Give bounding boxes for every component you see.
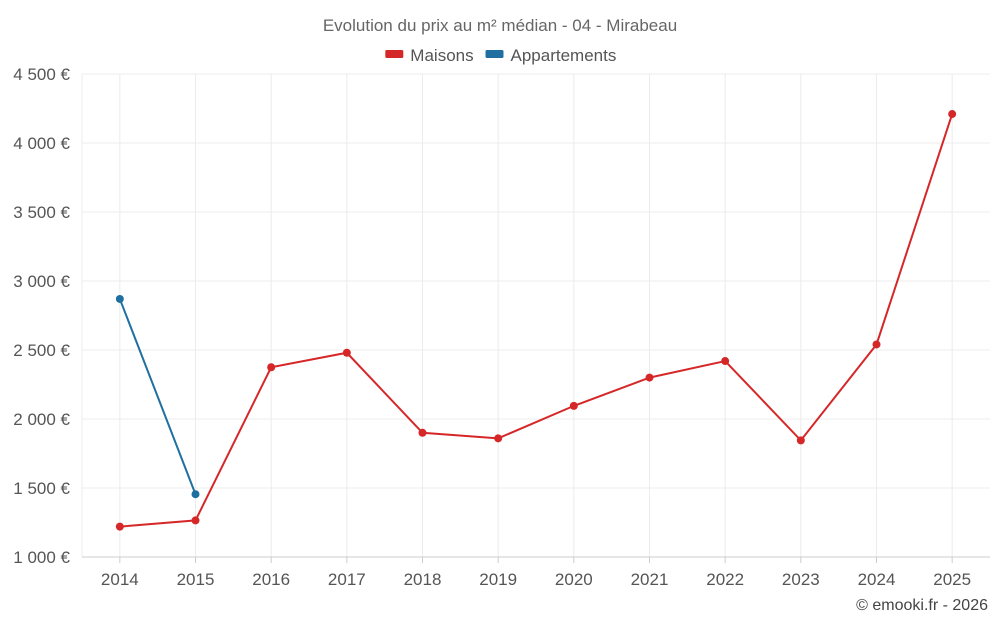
x-axis: 2014 2015 2016 2017 2018 2019 2020 2021 2022 2023… [82, 556, 990, 589]
x-tick-label: 2021 [631, 570, 669, 589]
y-tick-label: 1 500 € [13, 479, 70, 498]
data-point-maisons[interactable] [342, 348, 351, 357]
data-point-maisons[interactable] [645, 373, 654, 382]
y-tick-label: 3 000 € [13, 272, 70, 291]
x-tick-label: 2015 [177, 570, 215, 589]
legend-label-appartements[interactable]: Appartements [511, 46, 617, 65]
x-tick-label: 2020 [555, 570, 593, 589]
credit-text: © emooki.fr - 2026 [856, 597, 988, 614]
y-tick-label: 2 500 € [13, 341, 70, 360]
legend-swatch-appartements[interactable] [485, 50, 504, 58]
chart-title: Evolution du prix au m² médian - 04 - Mi… [323, 16, 677, 35]
y-tick-label: 2 000 € [13, 410, 70, 429]
legend: Maisons Appartements [385, 46, 616, 65]
x-tick-label: 2022 [706, 570, 744, 589]
y-tick-label: 4 000 € [13, 134, 70, 153]
y-tick-label: 3 500 € [13, 203, 70, 222]
y-axis: 1 000 € 1 500 € 2 000 € 2 500 € 3 000 € 3 500… [13, 65, 70, 567]
data-point-maisons[interactable] [796, 436, 805, 445]
series-line-appartements [118, 298, 197, 495]
data-point-maisons[interactable] [267, 363, 276, 372]
data-point-appartements[interactable] [115, 294, 124, 303]
x-tick-label: 2024 [858, 570, 896, 589]
legend-swatch-maisons[interactable] [385, 50, 404, 58]
data-point-maisons[interactable] [191, 516, 200, 525]
data-point-maisons[interactable] [115, 522, 124, 531]
x-tick-label: 2023 [782, 570, 820, 589]
data-point-maisons[interactable] [948, 110, 957, 119]
series-line-maisons [119, 113, 954, 528]
legend-label-maisons[interactable]: Maisons [410, 46, 473, 65]
data-point-maisons[interactable] [872, 340, 881, 349]
series-layer [115, 110, 957, 531]
data-point-maisons[interactable] [721, 357, 730, 366]
data-point-maisons[interactable] [569, 401, 578, 410]
y-tick-label: 4 500 € [13, 65, 70, 84]
x-tick-label: 2025 [933, 570, 971, 589]
x-tick-label: 2016 [252, 570, 290, 589]
x-tick-label: 2014 [101, 570, 139, 589]
x-tick-label: 2017 [328, 570, 366, 589]
data-point-appartements[interactable] [191, 490, 200, 499]
y-tick-label: 1 000 € [13, 548, 70, 567]
data-point-maisons[interactable] [418, 428, 427, 437]
grid [81, 73, 990, 557]
data-point-maisons[interactable] [494, 434, 503, 443]
x-tick-label: 2018 [404, 570, 442, 589]
x-tick-label: 2019 [479, 570, 517, 589]
